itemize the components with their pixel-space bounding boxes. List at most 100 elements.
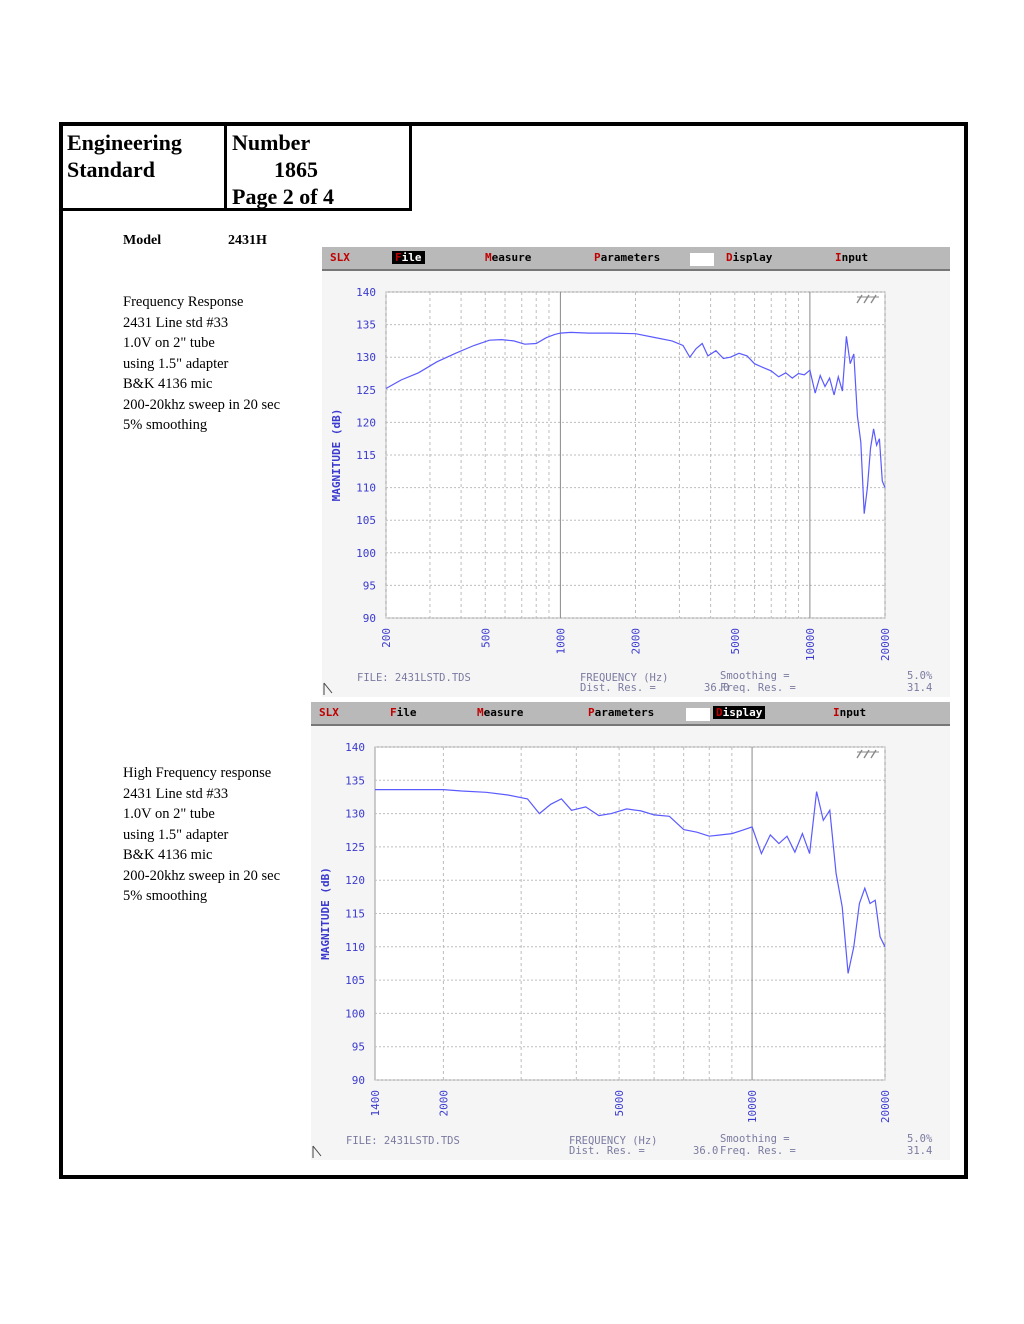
model-label: Model [123,233,162,248]
note-line: 1.0V on 2" tube [123,335,215,351]
freq-res-label: Freq. Res. = [720,682,796,694]
menu-file[interactable]: File [392,251,425,264]
page-label: Page 2 of 4 [232,184,335,209]
number-label: Number [232,130,311,155]
menu-input[interactable]: Input [835,251,869,264]
freq-res-value: 31.4 [907,1145,932,1157]
cursor-icon [312,1145,322,1158]
file-name-label: FILE: 2431LSTD.TDS [346,1135,460,1147]
y-tick-label: 110 [345,941,365,954]
response-curve [375,789,886,974]
notes-bottom: High Frequency response 2431 Line std #3… [123,763,280,907]
doc-number-box: Number 1865 Page 2 of 4 [224,122,412,211]
dist-res-value: 36.0 [704,682,729,694]
note-line: B&K 4136 mic [123,847,213,863]
y-tick-label: 100 [356,547,376,560]
cursor-icon [323,682,333,695]
y-tick-label: 90 [363,612,376,625]
dist-res-value: 36.0 [693,1145,718,1157]
x-axis-label: FREQUENCY (Hz) [580,672,669,684]
menu-blank [686,708,710,721]
y-tick-label: 120 [345,874,365,887]
x-tick-label: 2000 [437,1090,450,1117]
x-tick-label: 1000 [554,628,567,655]
menu-display[interactable]: Display [713,706,766,719]
y-tick-label: 130 [356,351,376,364]
menu-parameters[interactable]: Parameters [594,251,661,264]
y-tick-label: 140 [345,741,365,754]
number-value: 1865 [274,157,318,182]
x-tick-label: 20000 [879,1090,892,1123]
doc-type-box: Engineering Standard [59,122,227,211]
tef-logo-icon [856,294,879,304]
menu-measure[interactable]: Measure [485,251,532,264]
menu-input[interactable]: Input [833,706,867,719]
x-tick-label: 10000 [804,628,817,661]
x-tick-label: 10000 [746,1090,759,1123]
y-tick-label: 110 [356,482,376,495]
y-axis-label: MAGNITUDE (dB) [330,409,343,502]
x-tick-label: 20000 [879,628,892,661]
y-axis-label: MAGNITUDE (dB) [319,867,332,960]
note-line: using 1.5" adapter [123,826,229,843]
doc-type-line1: Engineering [67,130,182,155]
y-tick-label: 105 [356,514,376,527]
x-tick-label: 500 [479,628,492,648]
y-tick-label: 100 [345,1007,365,1020]
x-tick-label: 5000 [613,1090,626,1117]
note-line: 200-20khz sweep in 20 sec [123,396,281,413]
y-tick-label: 135 [345,774,365,787]
note-line: 200-20khz sweep in 20 sec [123,867,281,884]
smoothing-value: 5.0% [907,1133,933,1145]
dist-res-label: Dist. Res. = [580,682,656,694]
x-tick-label: 2000 [630,628,643,655]
page-frame [59,122,968,1179]
dist-res-label: Dist. Res. = [569,1145,645,1157]
freq-res-label: Freq. Res. = [720,1145,796,1157]
high-frequency-response-chart: 90 95 100 105 110 115 120 125 130 135 140 1400 2000 5… [312,741,933,1158]
x-tick-label: 200 [380,628,393,648]
notes-top: Frequency Response 2431 Line std #33 1.0… [123,292,280,436]
note-line: High Frequency response [123,765,272,781]
frequency-response-chart: 90 95 100 105 110 115 120 125 130 135 140 200 500 100… [323,286,933,695]
y-tick-label: 130 [345,808,365,821]
y-tick-label: 135 [356,319,376,332]
smoothing-label: Smoothing = [720,1133,790,1145]
note-line: Frequency Response [123,294,244,310]
file-name-label: FILE: 2431LSTD.TDS [357,672,471,684]
x-tick-label: 5000 [729,628,742,655]
y-tick-label: 125 [356,384,376,397]
response-curve [385,331,886,514]
note-line: 1.0V on 2" tube [123,806,215,822]
y-tick-label: 95 [363,579,376,592]
menu-slx[interactable]: SLX [319,706,339,719]
menu-measure[interactable]: Measure [477,706,524,719]
y-tick-label: 115 [345,908,365,921]
model-value: 2431H [228,233,267,248]
y-tick-label: 115 [356,449,376,462]
tef-logo-icon [856,749,879,759]
menu-parameters[interactable]: Parameters [588,706,655,719]
y-tick-label: 140 [356,286,376,299]
note-line: 2431 Line std #33 [123,314,229,331]
menu-display[interactable]: Display [726,251,773,264]
menu-file[interactable]: File [390,706,417,719]
note-line: using 1.5" adapter [123,355,229,372]
y-tick-label: 105 [345,974,365,987]
note-line: B&K 4136 mic [123,376,213,392]
y-tick-label: 95 [352,1041,365,1054]
y-tick-label: 120 [356,416,376,429]
chart-panel-bottom: 90 95 100 105 110 115 120 125 130 135 140 1400 2000 5… [311,726,950,1160]
note-line: 5% smoothing [123,888,208,904]
y-tick-label: 125 [345,841,365,854]
freq-res-value: 31.4 [907,682,932,694]
menu-slx[interactable]: SLX [330,251,350,264]
menu-bar-bottom: SLX File Measure Parameters Display Inpu… [311,702,950,726]
chart-panel-top: 90 95 100 105 110 115 120 125 130 135 140 200 500 100… [322,271,950,697]
smoothing-label: Smoothing = [720,670,790,682]
smoothing-value: 5.0% [907,670,933,682]
note-line: 5% smoothing [123,417,208,433]
note-line: 2431 Line std #33 [123,785,229,802]
menu-blank [690,253,714,266]
x-axis-label: FREQUENCY (Hz) [569,1135,658,1147]
